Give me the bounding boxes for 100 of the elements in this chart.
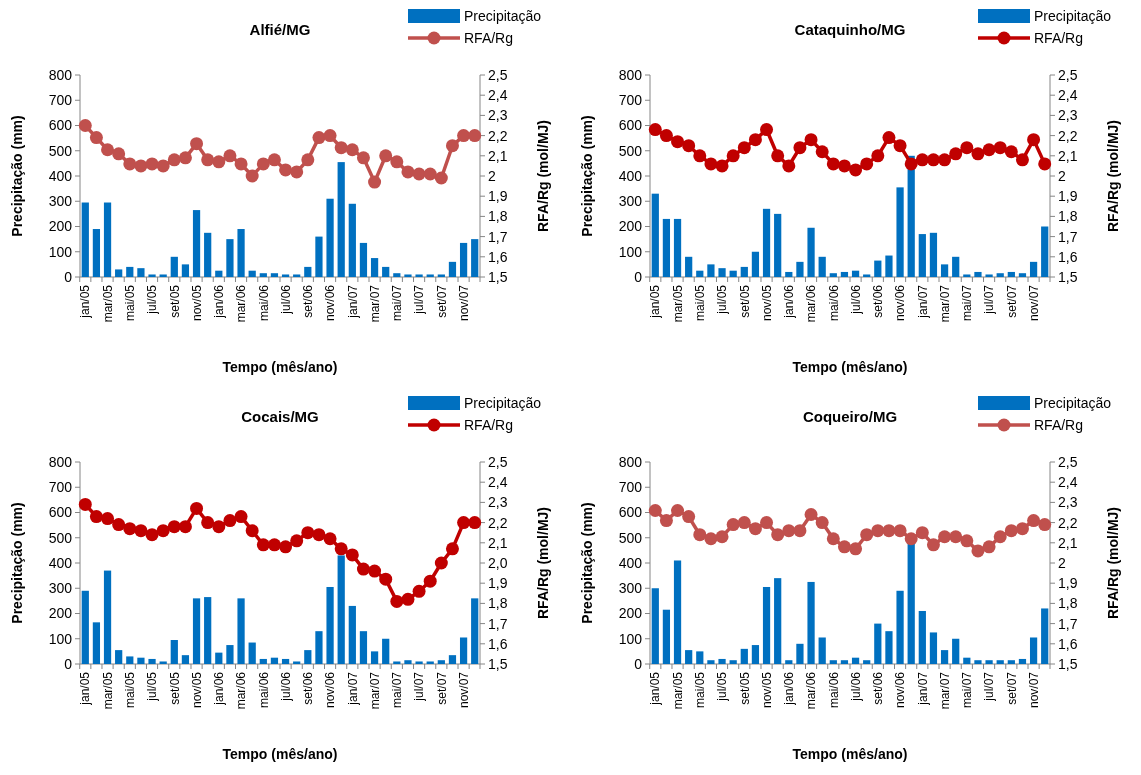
y2-tick-label: 1,8 (1058, 208, 1078, 225)
y-axis-title: Precipitação (mm) (579, 502, 595, 624)
x-tick-label: jul/06 (278, 284, 293, 315)
y2-tick-label: 2,3 (1058, 107, 1078, 124)
x-axis-title: Tempo (mês/ano) (222, 359, 338, 375)
chart-title: Alfié/MG (249, 21, 311, 38)
y-tick-label: 500 (48, 142, 73, 159)
x-tick-label: mar/06 (234, 671, 249, 710)
x-tick-label: jan/06 (782, 284, 796, 319)
point (434, 556, 448, 570)
bar (896, 187, 904, 277)
x-tick-label: set/06 (301, 671, 316, 705)
y2-tick-label: 2,1 (488, 534, 508, 551)
bar (192, 598, 201, 664)
point (971, 544, 985, 558)
point (256, 538, 270, 552)
x-tick-label: jan/06 (212, 671, 226, 706)
bar (829, 273, 837, 277)
chart-title: Coqueiro/MG (802, 408, 898, 425)
bar (796, 261, 804, 277)
bar (115, 650, 123, 664)
bar (1041, 608, 1049, 664)
x-tick-label: jul/07 (982, 284, 997, 315)
x-tick-label: nov/07 (456, 284, 471, 322)
x-tick-label: mai/06 (826, 284, 841, 322)
point (1004, 524, 1018, 538)
point (938, 530, 952, 544)
y2-tick-label: 2,5 (488, 453, 508, 470)
point (301, 526, 315, 540)
point (782, 159, 796, 173)
y-tick-label: 400 (618, 167, 643, 184)
bar (896, 590, 904, 664)
bar (259, 273, 267, 277)
y-tick-label: 200 (48, 218, 73, 235)
x-tick-label: set/05 (737, 284, 752, 318)
bar (192, 210, 201, 277)
y2-tick-label: 1,5 (1058, 655, 1078, 672)
x-tick-label: jul/07 (982, 671, 997, 702)
point (737, 141, 751, 155)
point (671, 135, 685, 149)
x-tick-label: nov/05 (759, 284, 774, 322)
y2-tick-label: 2 (1058, 554, 1066, 571)
point (234, 157, 248, 171)
bar (148, 274, 156, 277)
bar (270, 657, 279, 664)
y-tick-label: 300 (618, 193, 643, 210)
bar (940, 264, 949, 277)
y-tick-label: 0 (64, 655, 73, 672)
point (1027, 514, 1041, 528)
bar (326, 198, 334, 277)
bar (215, 270, 223, 277)
point (279, 163, 293, 177)
bar (459, 637, 468, 664)
bar (785, 660, 793, 664)
y2-tick-label: 2,3 (488, 494, 508, 511)
y-tick-label: 700 (618, 479, 643, 496)
point (971, 147, 985, 161)
y2-tick-label: 2,4 (1058, 474, 1078, 491)
point (345, 548, 359, 562)
point (871, 149, 885, 163)
bar (437, 660, 445, 664)
bar (974, 660, 982, 664)
point (926, 153, 940, 167)
point (334, 141, 348, 155)
bar (1029, 637, 1038, 664)
x-tick-label: jul/06 (848, 671, 863, 702)
point (715, 159, 729, 173)
x-tick-label: nov/05 (759, 671, 774, 709)
bar (874, 623, 882, 664)
point (1015, 153, 1029, 167)
y-tick-label: 700 (48, 479, 73, 496)
y2-tick-label: 1,7 (1058, 615, 1078, 632)
bar (963, 657, 971, 664)
bar (370, 258, 379, 277)
y2-tick-label: 1,9 (1058, 188, 1078, 205)
bar (685, 650, 693, 664)
x-tick-label: mar/07 (937, 671, 952, 710)
bar (204, 232, 212, 277)
x-tick-label: nov/06 (323, 284, 338, 322)
point (1015, 522, 1029, 536)
x-tick-label: mar/05 (670, 284, 685, 323)
bar (404, 660, 412, 664)
y-tick-label: 0 (64, 268, 73, 285)
point (915, 526, 929, 540)
y-tick-label: 800 (48, 453, 73, 470)
point (212, 520, 226, 534)
bar (92, 622, 101, 664)
point (860, 528, 874, 542)
bar (907, 542, 915, 664)
y2-tick-label: 2,3 (1058, 494, 1078, 511)
y2-tick-label: 1,9 (1058, 575, 1078, 592)
point (267, 538, 281, 552)
bar (829, 660, 837, 664)
bar (226, 239, 234, 277)
bar (326, 586, 334, 664)
bar (337, 162, 345, 277)
point (804, 508, 818, 522)
x-tick-label: jul/05 (145, 671, 160, 702)
x-tick-label: jul/05 (145, 284, 160, 315)
point (893, 524, 907, 538)
